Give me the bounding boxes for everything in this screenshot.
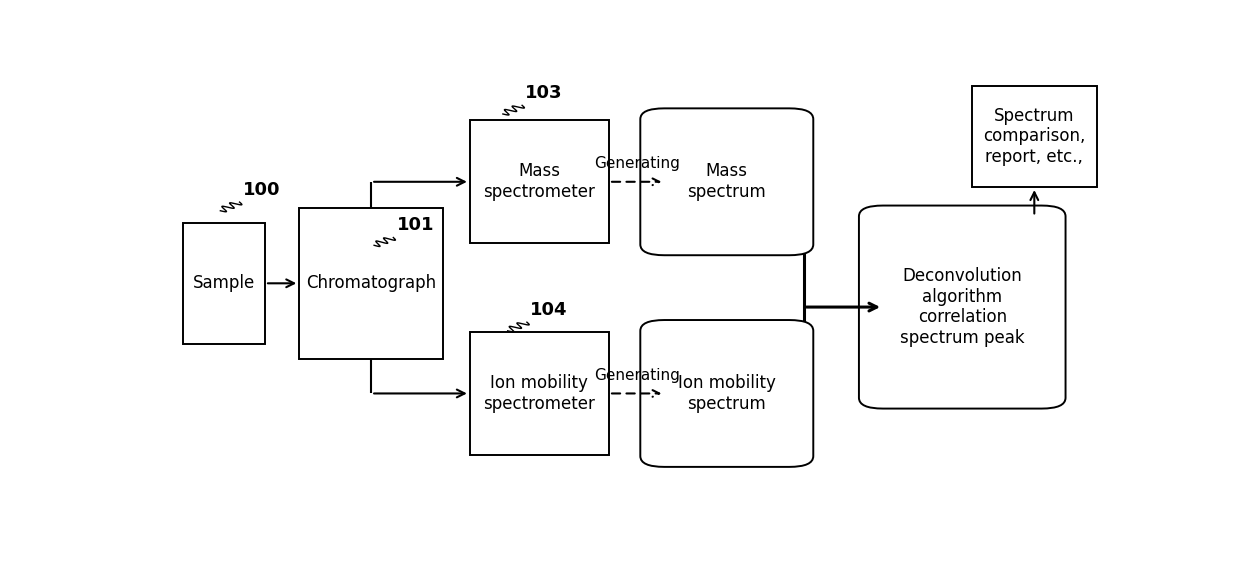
- FancyBboxPatch shape: [470, 120, 609, 243]
- FancyBboxPatch shape: [470, 332, 609, 455]
- FancyBboxPatch shape: [184, 223, 265, 344]
- Text: Ion mobility
spectrometer: Ion mobility spectrometer: [484, 374, 595, 413]
- Text: Generating: Generating: [594, 156, 680, 171]
- Text: 103: 103: [525, 84, 563, 102]
- Text: Sample: Sample: [193, 274, 255, 292]
- FancyBboxPatch shape: [859, 205, 1065, 408]
- Text: 101: 101: [397, 217, 435, 234]
- FancyBboxPatch shape: [299, 208, 444, 359]
- Text: Deconvolution
algorithm
correlation
spectrum peak: Deconvolution algorithm correlation spec…: [900, 267, 1024, 347]
- Text: Generating: Generating: [594, 367, 680, 383]
- Text: Chromatograph: Chromatograph: [306, 274, 436, 292]
- FancyBboxPatch shape: [640, 108, 813, 255]
- Text: 100: 100: [243, 181, 281, 199]
- FancyBboxPatch shape: [972, 86, 1097, 187]
- FancyBboxPatch shape: [640, 320, 813, 467]
- Text: Mass
spectrometer: Mass spectrometer: [484, 162, 595, 201]
- Text: Spectrum
comparison,
report, etc.,: Spectrum comparison, report, etc.,: [983, 107, 1085, 166]
- Text: 104: 104: [529, 301, 567, 319]
- Text: Ion mobility
spectrum: Ion mobility spectrum: [678, 374, 776, 413]
- Text: Mass
spectrum: Mass spectrum: [687, 162, 766, 201]
